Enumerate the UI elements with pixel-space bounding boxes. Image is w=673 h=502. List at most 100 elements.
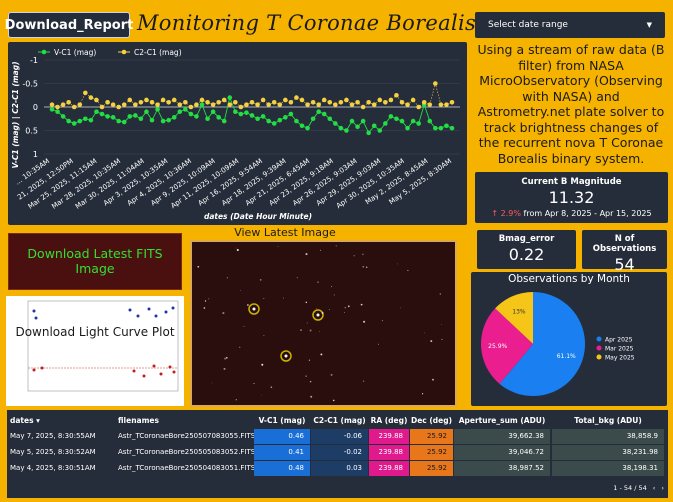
series-point: [205, 100, 210, 105]
series-point: [227, 95, 233, 100]
column-header[interactable]: Dec (deg): [410, 416, 453, 425]
light-curve-thumbnail: [27, 300, 179, 392]
download-fits-button[interactable]: Download Latest FITS Image: [8, 233, 182, 290]
star: [362, 265, 365, 268]
series-point: [333, 121, 338, 126]
series-point: [194, 102, 199, 107]
download-light-curve-button[interactable]: Download Light Curve Plot: [6, 296, 184, 406]
star: [343, 312, 345, 313]
series-point: [60, 114, 66, 119]
series-point: [127, 114, 133, 119]
series-point: [183, 100, 188, 105]
series-point: [227, 102, 233, 107]
series-point: [310, 116, 316, 122]
series-point: [349, 102, 355, 107]
download-report-button[interactable]: Download_Report: [5, 12, 133, 38]
chevron-down-icon: ▼: [646, 21, 652, 29]
series-point: [55, 109, 60, 114]
column-header[interactable]: Aperture_sum (ADU): [458, 416, 546, 425]
thumbnail-blue-points: [32, 306, 175, 320]
star: [240, 290, 241, 291]
star: [277, 246, 279, 247]
series-point: [166, 100, 171, 105]
pie-title: Observations by Month: [508, 273, 630, 285]
table-cell: 39,046.72: [454, 445, 550, 460]
table-cell: 25.92: [410, 461, 453, 476]
table-row[interactable]: May 5, 2025, 8:30:52AM Astr_TCoronaeBore2…: [7, 445, 668, 460]
column-header[interactable]: V-C1 (mag): [258, 416, 306, 425]
latest-image-title: View Latest Image: [234, 226, 336, 239]
current-magnitude-value: 11.32: [548, 188, 595, 207]
star: [263, 335, 265, 337]
y-tick-label: 1: [33, 150, 38, 159]
column-header[interactable]: Total_bkg (ADU): [574, 416, 642, 425]
table-cell: 38,858.9: [552, 429, 664, 444]
star: [319, 331, 320, 333]
column-header[interactable]: filenames: [118, 416, 159, 425]
star: [226, 277, 229, 279]
series-point: [366, 130, 371, 136]
series-point: [399, 118, 405, 124]
series-point: [371, 123, 377, 129]
series-point: [83, 90, 88, 96]
table-cell: 239.88: [369, 445, 409, 460]
star: [397, 263, 398, 265]
latest-image[interactable]: [190, 240, 457, 407]
series-point: [121, 102, 127, 107]
star: [305, 375, 307, 377]
table-cell: 25.92: [410, 445, 453, 460]
bmag-error-label: Bmag_error: [498, 234, 555, 244]
series-point: [444, 102, 449, 107]
series-point: [421, 100, 427, 105]
series-point: [283, 97, 288, 103]
table-cell: Astr_TCoronaeBore250504083051.FITS: [118, 464, 256, 472]
star: [344, 307, 346, 309]
table-row[interactable]: May 4, 2025, 8:30:51AM Astr_TCoronaeBore2…: [7, 461, 668, 476]
series-point: [88, 117, 94, 123]
star: [347, 305, 350, 308]
star: [306, 322, 308, 324]
series-point: [410, 118, 416, 124]
series-point: [383, 100, 388, 105]
column-header[interactable]: C2-C1 (mag): [313, 416, 366, 425]
series-point: [77, 118, 83, 124]
current-magnitude-change: ↑ 2.9% from Apr 8, 2025 - Apr 15, 2025: [475, 209, 668, 218]
series-point: [116, 104, 121, 110]
series-point: [55, 104, 60, 110]
table-cell: May 5, 2025, 8:30:52AM: [10, 448, 96, 456]
series-point: [88, 95, 94, 100]
series-point: [121, 119, 127, 125]
star: [239, 346, 241, 348]
series-point: [238, 104, 244, 110]
chevron-right-icon[interactable]: ›: [661, 484, 664, 492]
star: [308, 359, 310, 361]
legend-label: C2-C1 (mag): [134, 48, 182, 57]
series-point: [288, 111, 294, 117]
table-cell: 38,198.31: [552, 461, 664, 476]
series-point: [66, 100, 71, 105]
pager: 1 - 54 / 54 ‹ ›: [613, 484, 664, 492]
star: [407, 269, 409, 272]
series-point: [105, 114, 110, 119]
table-cell: 239.88: [369, 461, 409, 476]
table-row[interactable]: May 7, 2025, 8:30:55AM Astr_TCoronaeBore2…: [7, 429, 668, 444]
star: [253, 382, 255, 385]
star: [432, 378, 434, 381]
background-stars: [197, 245, 443, 402]
series-point: [255, 102, 260, 107]
observations-pie-chart: 13% 61.1% 25.9% Apr 2025 Mar 2025 May 2025: [481, 292, 635, 396]
series-point: [249, 100, 255, 105]
pie-legend-marker: [596, 345, 602, 351]
series-point: [149, 100, 155, 105]
series-point: [310, 100, 316, 105]
star: [204, 300, 207, 302]
series-point: [321, 111, 327, 117]
date-range-select[interactable]: Select date range ▼: [475, 12, 665, 38]
series-point: [260, 114, 266, 119]
series-point: [233, 109, 238, 114]
column-header[interactable]: RA (deg): [370, 416, 408, 425]
star: [441, 338, 443, 341]
star: [222, 312, 225, 315]
chevron-left-icon[interactable]: ‹: [652, 484, 656, 492]
column-header[interactable]: dates ▾: [10, 416, 40, 425]
